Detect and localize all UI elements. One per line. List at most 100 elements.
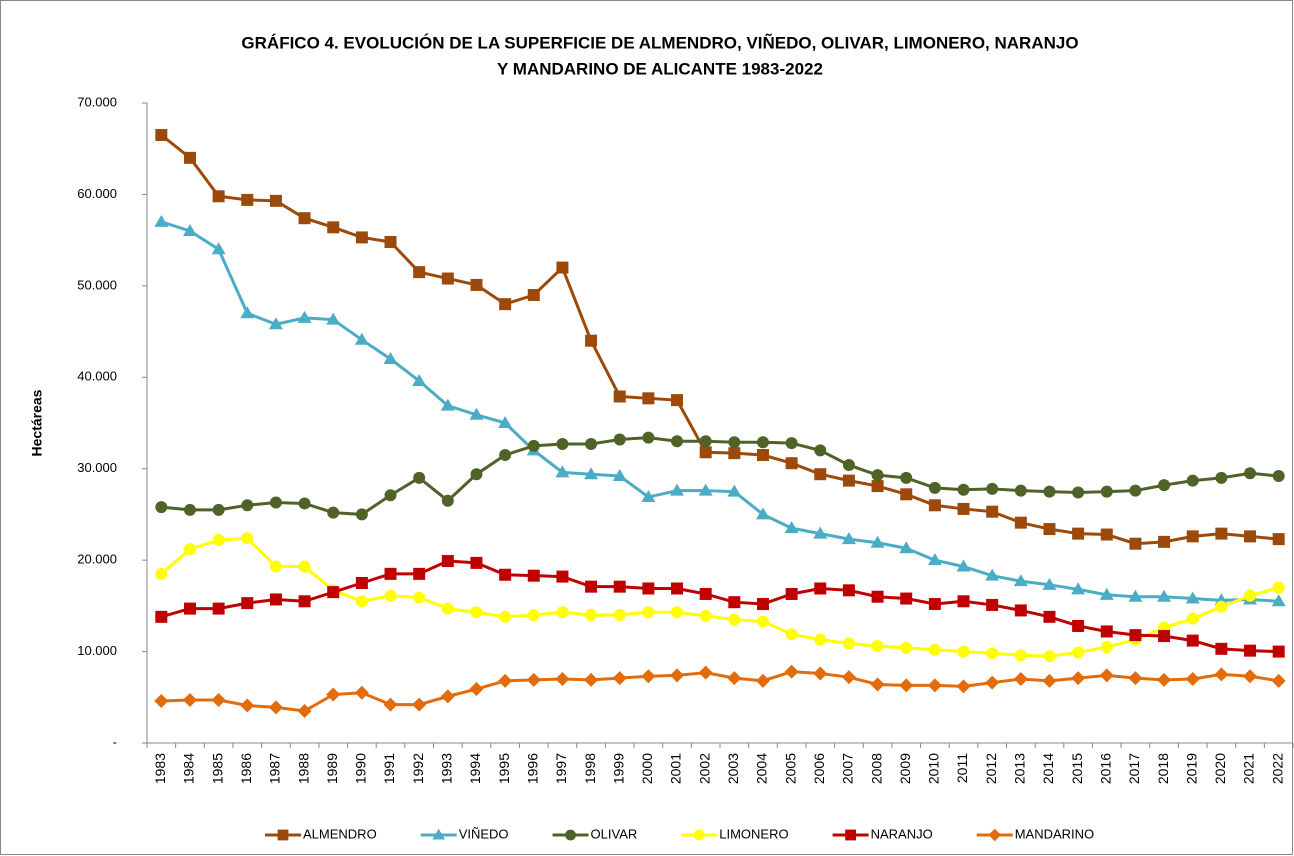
marker	[585, 580, 598, 593]
marker	[413, 567, 426, 580]
marker	[383, 697, 398, 712]
marker	[212, 534, 225, 547]
marker	[441, 272, 454, 285]
marker	[756, 615, 769, 628]
marker	[1043, 485, 1056, 498]
marker	[384, 567, 397, 580]
marker	[355, 231, 368, 244]
marker	[240, 306, 255, 319]
marker	[326, 312, 341, 325]
x-tick-label: 1983	[152, 753, 168, 784]
marker	[1014, 516, 1027, 529]
x-tick-label: 2017	[1126, 753, 1142, 784]
marker	[956, 679, 971, 694]
marker	[565, 829, 576, 841]
marker	[612, 671, 627, 686]
marker	[756, 436, 769, 449]
marker	[814, 444, 827, 457]
marker	[841, 670, 856, 685]
legend-label: MANDARINO	[1015, 826, 1094, 841]
marker	[642, 431, 655, 444]
marker	[698, 665, 713, 680]
marker	[440, 689, 455, 704]
marker	[527, 609, 540, 621]
marker	[842, 637, 855, 650]
marker	[1128, 589, 1143, 602]
series-line	[160, 133, 1279, 546]
marker	[927, 678, 942, 693]
y-tick-label: 70.000	[77, 94, 117, 109]
marker	[1072, 619, 1085, 632]
marker	[1272, 645, 1285, 658]
marker	[298, 497, 311, 510]
x-tick-label: 2012	[983, 753, 999, 784]
marker	[1244, 589, 1257, 602]
marker	[182, 224, 197, 236]
marker	[1071, 582, 1086, 595]
x-tick-label: 2003	[725, 753, 741, 784]
marker	[900, 592, 913, 605]
marker	[154, 214, 169, 227]
marker	[1272, 470, 1285, 483]
x-tick-label: 2022	[1269, 753, 1285, 784]
marker	[297, 310, 312, 323]
marker	[871, 590, 884, 603]
x-tick-label: 2011	[954, 753, 970, 783]
marker	[584, 467, 599, 480]
marker	[1157, 672, 1172, 687]
x-tick-label: 1994	[467, 753, 483, 784]
x-tick-label: 2018	[1155, 753, 1171, 784]
marker	[986, 647, 999, 660]
marker	[842, 474, 855, 487]
marker	[470, 606, 483, 619]
marker	[900, 471, 913, 484]
marker	[756, 598, 769, 611]
marker	[470, 468, 483, 481]
marker	[699, 587, 712, 600]
marker	[1186, 612, 1199, 625]
marker	[1014, 649, 1027, 662]
marker	[613, 609, 626, 621]
marker	[928, 643, 941, 656]
marker	[326, 687, 341, 702]
marker	[1072, 486, 1085, 499]
marker	[985, 675, 1000, 690]
marker	[556, 438, 569, 451]
marker	[211, 242, 226, 255]
x-tick-label: 1987	[267, 753, 283, 784]
marker	[1186, 530, 1199, 543]
marker	[814, 582, 827, 595]
marker	[584, 672, 599, 687]
marker	[642, 392, 655, 405]
marker	[613, 433, 626, 446]
marker	[556, 261, 569, 274]
series-line	[161, 436, 1279, 516]
marker	[1186, 474, 1199, 487]
marker	[927, 553, 942, 566]
marker	[155, 567, 168, 580]
marker	[412, 697, 427, 712]
marker	[384, 589, 397, 602]
marker	[470, 278, 483, 291]
x-tick-label: 2009	[897, 753, 913, 784]
marker	[842, 584, 855, 597]
marker	[555, 465, 570, 478]
marker	[642, 606, 655, 619]
marker	[1100, 625, 1113, 638]
marker	[154, 693, 169, 708]
marker	[728, 436, 741, 449]
marker	[413, 471, 426, 484]
marker	[814, 468, 827, 481]
x-tick-label: 2014	[1040, 753, 1056, 784]
marker	[183, 503, 196, 516]
marker	[1014, 484, 1027, 497]
marker	[728, 613, 741, 626]
x-tick-label: 1990	[353, 753, 369, 784]
marker	[1100, 641, 1113, 653]
marker	[469, 407, 484, 420]
marker	[585, 334, 598, 347]
y-tick-label: 40.000	[77, 369, 117, 384]
series-line	[160, 536, 1280, 658]
marker	[556, 606, 569, 619]
marker	[1043, 610, 1056, 623]
